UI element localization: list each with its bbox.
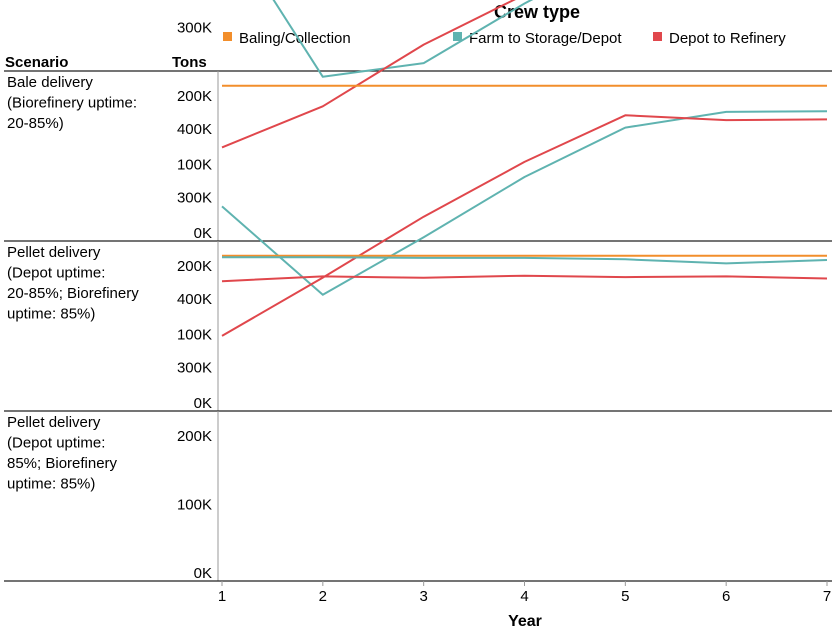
x-tick-label: 3 (419, 588, 427, 605)
x-tick-label: 1 (218, 588, 226, 605)
legend-label-depot: Depot to Refinery (669, 30, 786, 47)
scenario-label-line: (Depot uptime: (7, 435, 105, 452)
y-tick-label: 100K (177, 497, 212, 514)
x-axis: 1 2 3 4 5 6 7 (218, 581, 831, 605)
y-tick-label: 200K (177, 428, 212, 445)
scenario-header: Scenario (5, 54, 68, 71)
y-tick-label: 200K (177, 88, 212, 105)
scenario-label-line: Pellet delivery (7, 244, 101, 261)
scenario-label-line: Bale delivery (7, 74, 93, 91)
scenario-label-line: 85%; Biorefinery (7, 455, 118, 472)
y-tick-label: 300K (177, 190, 212, 207)
y-tick-label: 0K (194, 565, 212, 582)
legend-swatch-farm (453, 32, 462, 41)
legend-label-baling: Baling/Collection (239, 30, 351, 47)
scenario-label-line: (Depot uptime: (7, 265, 105, 282)
x-tick-label: 6 (722, 588, 730, 605)
y-tick-label: 300K (177, 360, 212, 377)
x-axis-title: Year (508, 613, 542, 630)
panel-3: Pellet delivery (Depot uptime: 85%; Bioref… (4, 254, 832, 582)
x-tick-label: 7 (823, 588, 831, 605)
legend-swatch-baling (223, 32, 232, 41)
scenario-label-line: 20-85%) (7, 115, 64, 132)
series-line-farm-to-storage-depot (272, 0, 534, 78)
y-tick-label: 100K (177, 327, 212, 344)
y-tick-label: 400K (177, 291, 212, 308)
scenario-label-line: 20-85%; Biorefinery (7, 285, 139, 302)
series-line-depot-to-refinery (221, 0, 516, 149)
panel-2: Pellet delivery (Depot uptime: 20-85%; Bio… (4, 84, 832, 412)
x-tick-label: 2 (319, 588, 327, 605)
panels: Bale delivery (Biorefinery uptime: 20-85%)… (4, 0, 832, 582)
legend-title: Crew type (494, 2, 580, 22)
legend-label-farm: Farm to Storage/Depot (469, 30, 622, 47)
series-line-farm-to-storage-depot (222, 256, 828, 265)
scenario-label-line: (Biorefinery uptime: (7, 95, 137, 112)
y-axis-title: Tons (172, 54, 207, 71)
legend-swatch-depot (653, 32, 662, 41)
x-tick-label: 5 (621, 588, 629, 605)
y-tick-label: 200K (177, 258, 212, 275)
y-tick-label: 0K (194, 395, 212, 412)
scenario-label-line: uptime: 85%) (7, 476, 95, 493)
y-tick-label: 0K (194, 225, 212, 242)
y-tick-label: 300K (177, 20, 212, 37)
y-tick-label: 100K (177, 157, 212, 174)
series-line-depot-to-refinery (221, 274, 828, 283)
series-line-depot-to-refinery (221, 114, 828, 337)
scenario-label-line: uptime: 85%) (7, 306, 95, 323)
scenario-label-line: Pellet delivery (7, 414, 101, 431)
x-tick-label: 4 (520, 588, 528, 605)
y-tick-label: 400K (177, 121, 212, 138)
series-line-farm-to-storage-depot (221, 110, 828, 296)
panel-1: Bale delivery (Biorefinery uptime: 20-85%)… (4, 0, 832, 242)
legend: Baling/Collection Farm to Storage/Depot … (223, 30, 786, 47)
